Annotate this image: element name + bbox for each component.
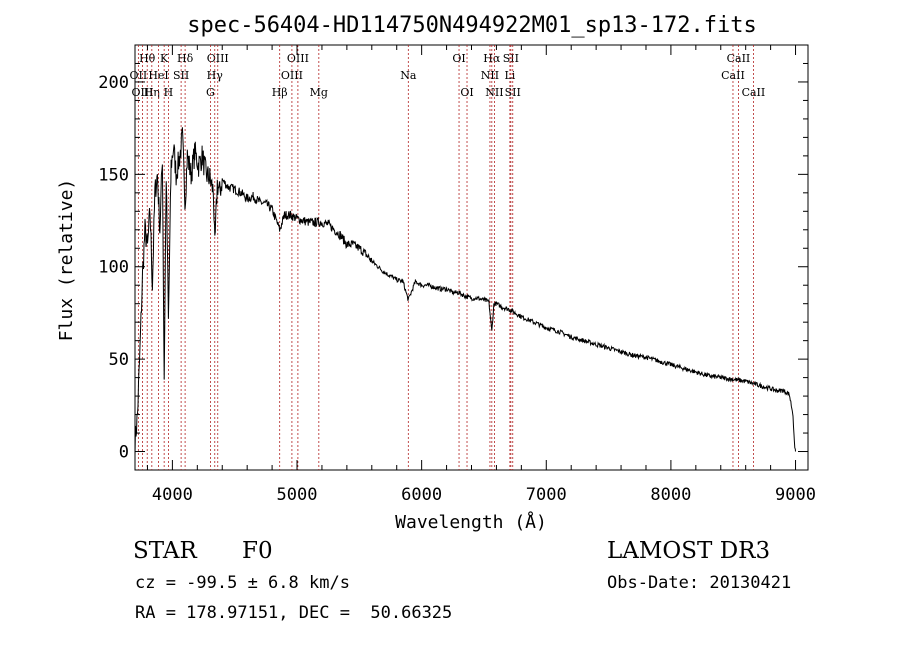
y-tick-label: 0 xyxy=(119,443,129,463)
x-axis-label: Wavelength (Å) xyxy=(395,511,547,533)
line-label: Hβ xyxy=(272,86,288,99)
line-label: Na xyxy=(400,69,417,82)
line-label: OII xyxy=(130,69,148,82)
line-label: NII xyxy=(485,86,503,99)
x-tick-label: 4000 xyxy=(152,485,193,505)
y-tick-label: 100 xyxy=(98,258,129,278)
line-label: SII xyxy=(503,52,519,65)
line-label: K xyxy=(160,52,169,65)
line-label: OIII xyxy=(281,69,303,82)
line-label: Hδ xyxy=(177,52,194,65)
x-tick-label: 7000 xyxy=(526,485,567,505)
y-axis-label: Flux (relative) xyxy=(56,179,77,342)
chart-title: spec-56404-HD114750N494922M01_sp13-172.f… xyxy=(187,13,757,38)
x-tick-label: 6000 xyxy=(401,485,442,505)
x-tick-label: 5000 xyxy=(277,485,318,505)
line-label: Li xyxy=(504,69,515,82)
spectral-subclass: F0 xyxy=(242,538,273,564)
x-tick-label: 9000 xyxy=(775,485,816,505)
line-label: Mg xyxy=(310,86,328,99)
survey-name: LAMOST DR3 xyxy=(607,538,771,564)
y-tick-label: 150 xyxy=(98,165,129,185)
coordinates: RA = 178.97151, DEC = 50.66325 xyxy=(135,603,453,623)
spectrum-line xyxy=(134,127,796,456)
line-label: OIII xyxy=(287,52,309,65)
redshift-readout: cz = -99.5 ± 6.8 km/s xyxy=(135,573,350,593)
object-class: STAR xyxy=(133,538,197,564)
line-label: CaII xyxy=(742,86,766,99)
line-label: NII xyxy=(481,69,499,82)
line-label: Hγ xyxy=(207,69,224,82)
line-label: H xyxy=(164,86,174,99)
axis-ticks: 4000 5000 6000 7000 8000 9000 0 50 100 150 200 xyxy=(98,45,816,505)
x-tick-label: 8000 xyxy=(650,485,691,505)
line-label: HeI xyxy=(148,69,168,82)
obs-date: Obs-Date: 20130421 xyxy=(607,573,792,593)
line-label: OI xyxy=(452,52,465,65)
line-label: CaII xyxy=(721,69,745,82)
line-label: SII xyxy=(505,86,521,99)
line-label: Hθ xyxy=(139,52,156,65)
line-label: SII xyxy=(173,69,189,82)
y-tick-label: 50 xyxy=(109,350,129,370)
line-label: OIII xyxy=(207,52,229,65)
line-label: G xyxy=(206,86,215,99)
plot-frame xyxy=(134,44,809,471)
line-label: CaII xyxy=(727,52,751,65)
line-label: Hα xyxy=(483,52,501,65)
line-label: OI xyxy=(460,86,473,99)
y-tick-label: 200 xyxy=(98,73,129,93)
line-label: Hη xyxy=(144,86,160,99)
line-label: OIII xyxy=(131,86,153,99)
